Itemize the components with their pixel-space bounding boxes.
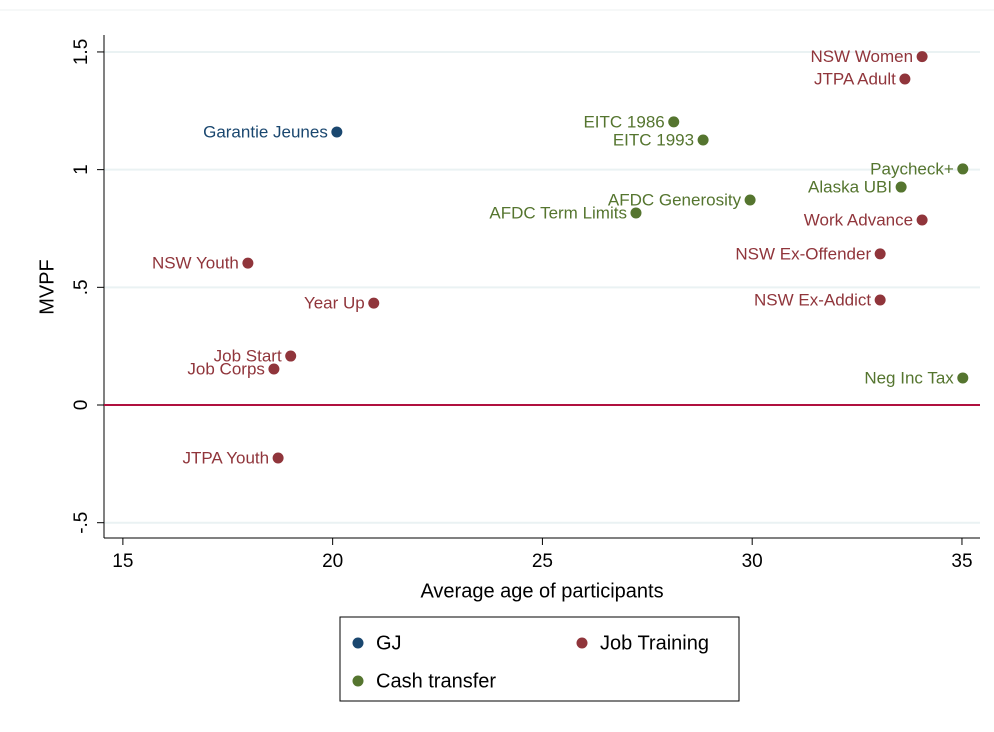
point	[957, 163, 969, 175]
x-tick-label: 35	[951, 551, 972, 572]
point-label: NSW Ex-Addict	[754, 291, 871, 310]
point	[272, 452, 284, 464]
y-tick-label: 0	[71, 400, 92, 411]
point-label: EITC 1993	[613, 130, 694, 149]
y-tick-label: 1.5	[71, 39, 92, 65]
point	[285, 350, 297, 362]
x-tick-label: 15	[112, 551, 133, 572]
point-label: NSW Ex-Offender	[735, 244, 871, 263]
point-label: Alaska UBI	[808, 178, 892, 197]
y-tick-label: .5	[71, 279, 92, 295]
point	[368, 297, 380, 309]
point-label: EITC 1986	[583, 112, 664, 131]
point-label: Work Advance	[804, 210, 913, 229]
point-label: Job Corps	[187, 359, 264, 378]
legend-label: Cash transfer	[376, 670, 496, 692]
point	[957, 372, 969, 384]
point-label: AFDC Generosity	[608, 190, 742, 209]
point-label: Neg Inc Tax	[864, 368, 954, 387]
point	[331, 126, 343, 138]
point-label: JTPA Adult	[814, 69, 896, 88]
y-tick-label: 1	[71, 164, 92, 175]
point	[916, 214, 928, 226]
point-label: Paycheck+	[870, 159, 954, 178]
point	[668, 116, 680, 128]
point-label: JTPA Youth	[182, 448, 269, 467]
legend-marker	[352, 675, 364, 687]
point-label: Garantie Jeunes	[203, 122, 328, 141]
point-label: Job Start	[214, 347, 282, 366]
point	[874, 294, 886, 306]
y-axis-label: MVPF	[36, 259, 58, 315]
legend-box	[339, 616, 740, 702]
point	[895, 181, 907, 193]
point	[242, 257, 254, 269]
point	[697, 134, 709, 146]
x-axis-label: Average age of participants	[420, 580, 663, 602]
legend-label: Job Training	[600, 632, 709, 654]
legend-marker	[576, 637, 588, 649]
x-tick-label: 25	[532, 551, 553, 572]
legend-marker	[352, 637, 364, 649]
point	[744, 194, 756, 206]
point-label: AFDC Term Limits	[489, 203, 627, 222]
y-tick-label: -.5	[71, 512, 92, 534]
point-label: NSW Youth	[152, 254, 239, 273]
point-label: Year Up	[304, 294, 365, 313]
point-label: NSW Women	[810, 47, 913, 66]
point	[916, 51, 928, 63]
legend-label: GJ	[376, 632, 402, 654]
x-tick-label: 20	[322, 551, 343, 572]
point	[874, 248, 886, 260]
x-tick-label: 30	[742, 551, 763, 572]
point	[268, 363, 280, 375]
point	[899, 73, 911, 85]
point	[630, 207, 642, 219]
